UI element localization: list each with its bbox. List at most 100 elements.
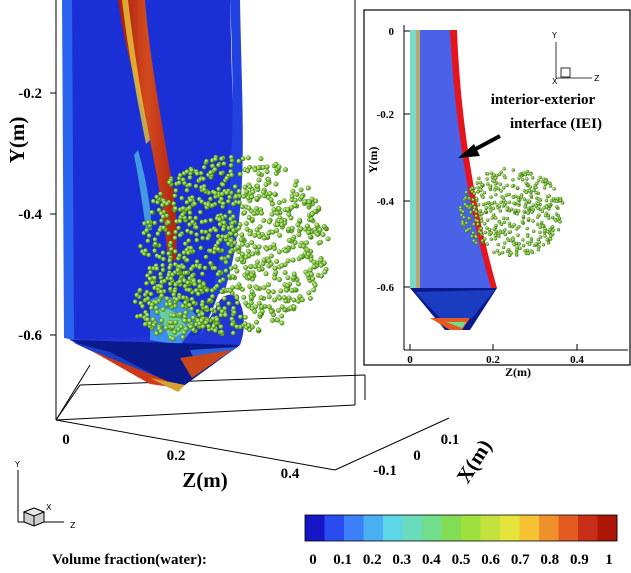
droplet (294, 178, 299, 184)
droplet (527, 242, 532, 246)
droplet (519, 195, 524, 199)
droplet (189, 306, 195, 312)
droplet (550, 225, 555, 229)
droplet (257, 224, 263, 230)
droplet (274, 259, 280, 264)
droplet (479, 226, 484, 231)
droplet (233, 232, 239, 238)
droplet (541, 179, 545, 184)
droplet (486, 200, 491, 205)
droplet (249, 289, 255, 295)
droplet (292, 203, 298, 209)
droplet (204, 158, 209, 164)
droplet (180, 334, 186, 340)
droplet (471, 197, 475, 202)
droplet (183, 300, 188, 306)
droplet (145, 317, 151, 323)
droplet (479, 219, 484, 223)
droplet (548, 184, 553, 188)
inset-y-axis-title: Y(m) (366, 147, 380, 174)
droplet (269, 211, 275, 217)
droplet (269, 317, 275, 323)
droplet (198, 170, 204, 176)
colorbar (304, 514, 618, 542)
droplet (204, 287, 210, 293)
main-y-ticks: -0.2 -0.4 -0.6 (18, 86, 56, 344)
droplet (217, 222, 223, 227)
droplet (144, 289, 150, 295)
droplet (289, 288, 295, 293)
droplet (230, 285, 236, 291)
droplet (148, 291, 154, 297)
droplet (234, 268, 240, 274)
droplet (499, 222, 504, 227)
droplet (154, 330, 160, 336)
droplet (180, 205, 186, 211)
droplet (513, 194, 518, 199)
droplet (217, 278, 223, 284)
colorbar-tick-label: 0.9 (570, 552, 589, 568)
droplet (531, 229, 536, 234)
droplet (555, 196, 560, 201)
droplet (237, 171, 243, 177)
droplet (219, 289, 225, 294)
droplet (472, 222, 476, 227)
droplet (523, 205, 527, 209)
droplet (146, 233, 152, 239)
droplet (256, 171, 262, 177)
droplet (168, 240, 174, 246)
droplet (521, 214, 526, 219)
colorbar-swatch (363, 515, 384, 541)
droplet (281, 295, 287, 300)
droplet (212, 265, 218, 271)
droplet (290, 244, 296, 250)
droplet (259, 210, 264, 216)
droplet (266, 258, 272, 264)
droplet (497, 220, 502, 224)
main-z-ticks: 0 0.2 0.4 (62, 432, 300, 482)
droplet (292, 197, 298, 203)
droplet (199, 302, 205, 308)
droplet (205, 235, 211, 241)
droplet (461, 209, 465, 214)
droplet (186, 205, 192, 211)
droplet (505, 207, 509, 211)
main-triad-y-label: Y (14, 460, 20, 469)
droplet (507, 221, 512, 226)
droplet (279, 222, 285, 228)
droplet (310, 276, 316, 282)
droplet (275, 317, 281, 323)
droplet (291, 304, 297, 310)
droplet (194, 171, 200, 177)
droplet (526, 206, 531, 211)
droplet (307, 234, 313, 239)
droplet (534, 181, 539, 186)
droplet (252, 308, 258, 314)
droplet (309, 271, 314, 277)
droplet (496, 187, 501, 191)
droplet (183, 310, 189, 316)
droplet (317, 227, 323, 233)
droplet (554, 218, 558, 223)
droplet (517, 176, 521, 180)
droplet (234, 324, 240, 330)
droplet (511, 168, 516, 172)
droplet (551, 196, 556, 201)
droplet (204, 304, 209, 310)
inset-plot: 0 -0.2 -0.4 -0.6 Y(m) 0 0.2 0.4 Z(m) Y X… (363, 9, 631, 379)
droplet (163, 325, 169, 331)
droplet (210, 293, 215, 299)
droplet (492, 227, 496, 231)
droplet (145, 238, 151, 244)
droplet (302, 199, 308, 205)
droplet (160, 306, 166, 312)
droplet (547, 216, 551, 220)
droplet (535, 222, 540, 227)
droplet (516, 198, 521, 202)
droplet (261, 285, 267, 291)
droplet (493, 237, 498, 241)
droplet (150, 316, 156, 322)
droplet (298, 254, 304, 260)
droplet (487, 227, 492, 232)
droplet (152, 237, 158, 242)
